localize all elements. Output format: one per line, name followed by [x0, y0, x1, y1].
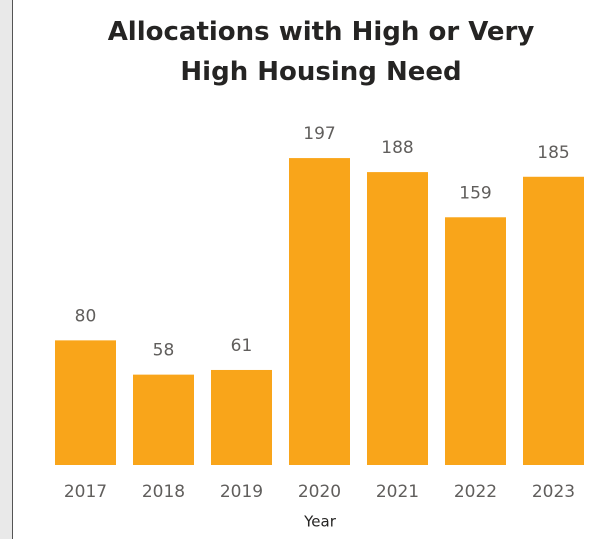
bar [211, 369, 272, 465]
x-tick-label: 2020 [298, 482, 341, 502]
data-label: 188 [381, 138, 413, 158]
x-tick-label: 2017 [64, 482, 107, 502]
bar [133, 374, 194, 465]
bar [367, 172, 428, 465]
x-tick-label: 2022 [454, 482, 497, 502]
x-tick-label: 2019 [220, 482, 263, 502]
data-label: 197 [303, 124, 335, 144]
bar [55, 340, 116, 465]
x-tick-label: 2023 [532, 482, 575, 502]
data-label: 80 [75, 306, 97, 326]
data-label: 159 [459, 183, 491, 203]
bar [445, 217, 506, 465]
chart-title: Allocations with High or Very High Housi… [107, 17, 535, 87]
x-tick-label: 2018 [142, 482, 185, 502]
x-axis-title: Year [303, 513, 337, 531]
data-label: 185 [537, 143, 569, 163]
data-label: 58 [153, 341, 175, 361]
bar [523, 176, 584, 465]
bar [289, 158, 350, 465]
data-label: 61 [231, 336, 253, 356]
x-tick-label: 2021 [376, 482, 419, 502]
